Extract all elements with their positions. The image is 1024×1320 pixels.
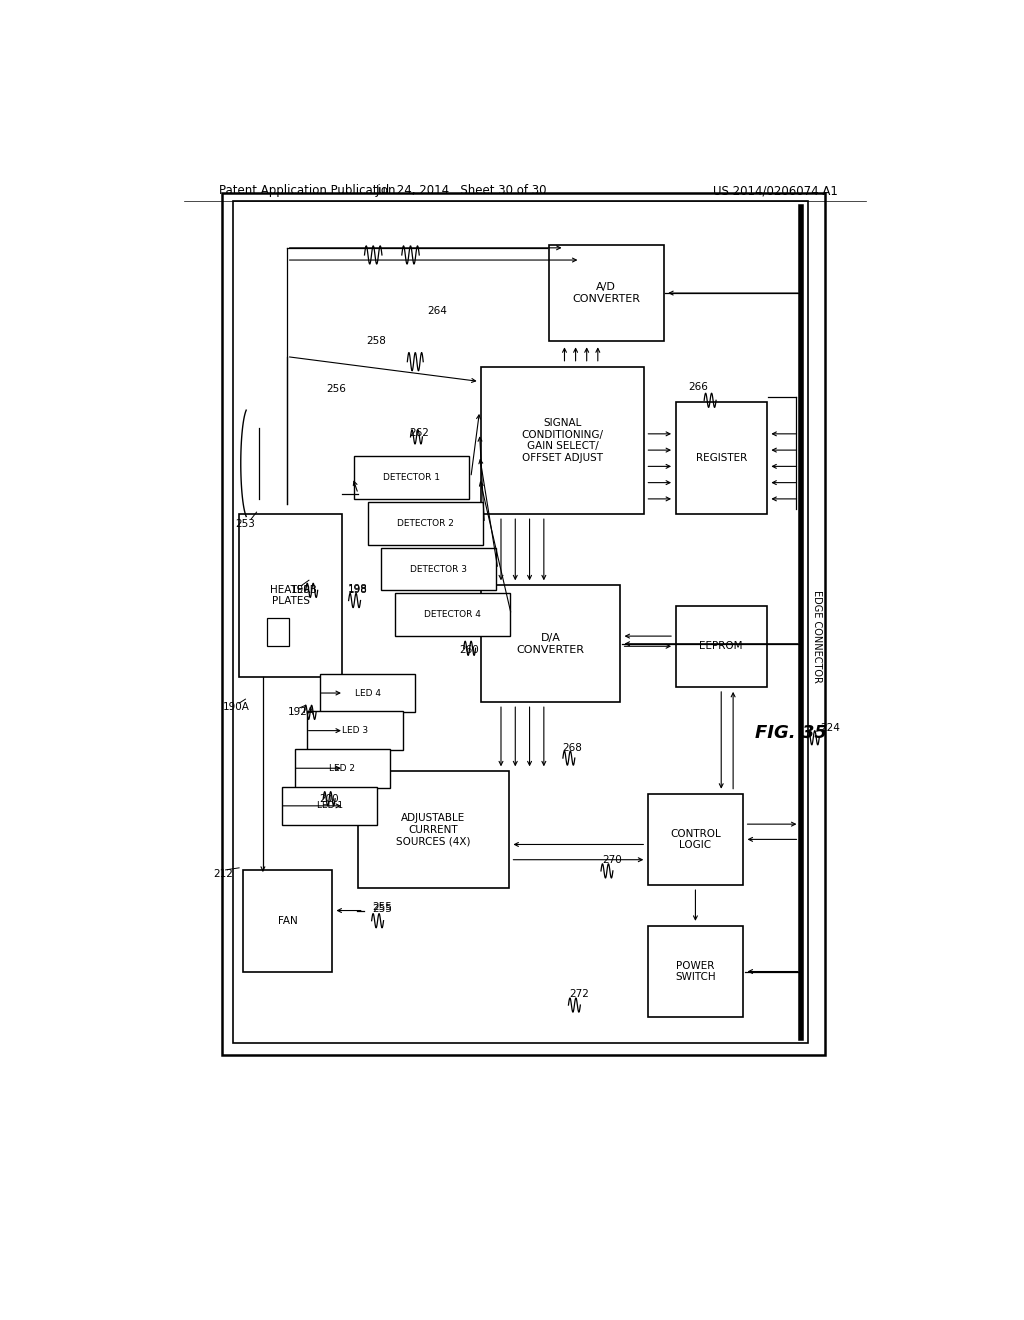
Text: 256: 256 bbox=[326, 384, 346, 395]
Text: 190B: 190B bbox=[291, 585, 317, 595]
Bar bbox=[481, 367, 644, 515]
Text: 198: 198 bbox=[347, 585, 368, 595]
Text: EEPROM: EEPROM bbox=[699, 642, 743, 651]
Bar bbox=[282, 787, 377, 825]
Bar bbox=[221, 193, 824, 1055]
Bar bbox=[549, 244, 664, 342]
Bar bbox=[648, 793, 743, 886]
Text: US 2014/0206074 A1: US 2014/0206074 A1 bbox=[714, 185, 839, 198]
Bar bbox=[267, 618, 289, 647]
Text: DETECTOR 1: DETECTOR 1 bbox=[383, 473, 440, 482]
Text: REGISTER: REGISTER bbox=[695, 453, 746, 463]
Bar bbox=[676, 606, 767, 686]
Bar bbox=[676, 403, 767, 515]
Text: DETECTOR 4: DETECTOR 4 bbox=[424, 610, 480, 619]
Text: DETECTOR 2: DETECTOR 2 bbox=[396, 519, 454, 528]
Text: 264: 264 bbox=[428, 306, 447, 315]
Bar bbox=[381, 548, 497, 590]
Text: EDGE CONNECTOR: EDGE CONNECTOR bbox=[812, 590, 822, 682]
Text: A/D
CONVERTER: A/D CONVERTER bbox=[572, 282, 640, 304]
Text: FAN: FAN bbox=[278, 916, 297, 925]
Bar bbox=[481, 585, 621, 702]
Text: CONTROL
LOGIC: CONTROL LOGIC bbox=[670, 829, 721, 850]
Text: DETECTOR 3: DETECTOR 3 bbox=[411, 565, 467, 573]
Bar bbox=[368, 502, 482, 545]
Text: ADJUSTABLE
CURRENT
SOURCES (4X): ADJUSTABLE CURRENT SOURCES (4X) bbox=[396, 813, 471, 846]
Bar bbox=[321, 673, 416, 713]
Bar bbox=[648, 925, 743, 1018]
Text: LED 1: LED 1 bbox=[316, 801, 343, 810]
Text: 224: 224 bbox=[820, 722, 840, 733]
Bar bbox=[240, 515, 342, 677]
Bar bbox=[358, 771, 509, 888]
Text: 258: 258 bbox=[367, 337, 386, 346]
Text: D/A
CONVERTER: D/A CONVERTER bbox=[516, 632, 585, 655]
Bar bbox=[232, 201, 808, 1043]
Text: Patent Application Publication: Patent Application Publication bbox=[219, 185, 395, 198]
Text: 190A: 190A bbox=[223, 702, 250, 713]
Text: 192A: 192A bbox=[288, 708, 314, 717]
Text: 255: 255 bbox=[372, 903, 392, 912]
Text: POWER
SWITCH: POWER SWITCH bbox=[675, 961, 716, 982]
Text: HEATER
PLATES: HEATER PLATES bbox=[270, 585, 311, 606]
Text: 272: 272 bbox=[568, 989, 589, 999]
Bar bbox=[394, 594, 510, 636]
Text: 255: 255 bbox=[372, 903, 392, 913]
Text: LED 2: LED 2 bbox=[330, 764, 355, 772]
Text: SIGNAL
CONDITIONING/
GAIN SELECT/
OFFSET ADJUST: SIGNAL CONDITIONING/ GAIN SELECT/ OFFSET… bbox=[521, 418, 603, 463]
Text: 212: 212 bbox=[213, 869, 233, 879]
Bar bbox=[307, 711, 402, 750]
Text: 266: 266 bbox=[688, 381, 708, 392]
Bar bbox=[295, 748, 390, 788]
Bar bbox=[243, 870, 332, 972]
Text: LED 4: LED 4 bbox=[354, 689, 381, 697]
Text: 260: 260 bbox=[460, 645, 479, 655]
Text: 200: 200 bbox=[318, 793, 339, 804]
Bar bbox=[354, 457, 469, 499]
Text: 262: 262 bbox=[410, 428, 429, 438]
Text: 268: 268 bbox=[562, 743, 583, 752]
Text: 198: 198 bbox=[348, 585, 368, 594]
Text: FIG. 35: FIG. 35 bbox=[755, 723, 826, 742]
Text: Jul. 24, 2014   Sheet 30 of 30: Jul. 24, 2014 Sheet 30 of 30 bbox=[376, 185, 547, 198]
Text: 270: 270 bbox=[602, 855, 622, 865]
Text: 253: 253 bbox=[236, 519, 255, 529]
Text: LED 3: LED 3 bbox=[342, 726, 368, 735]
